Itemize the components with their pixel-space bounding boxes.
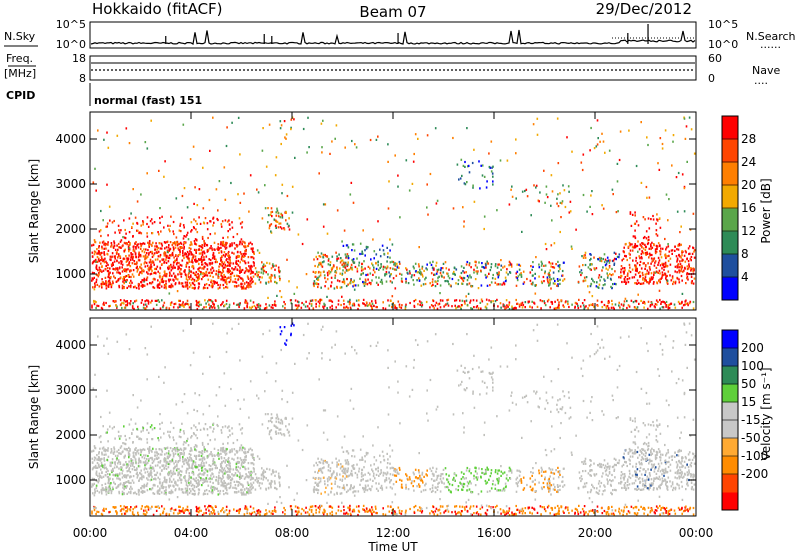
power-colorbar: 4 8 12 16 20 24 28 [721, 115, 756, 301]
time-tick-label: 04:00 [174, 526, 209, 540]
power-ytick-label: 1000 [55, 267, 86, 281]
velocity-ylabel: Slant Range [km] [27, 365, 41, 469]
colorbar-swatch [722, 330, 738, 349]
colorbar-tick-label: -100 [741, 449, 768, 463]
colorbar-swatch [722, 474, 738, 493]
time-tick-label: 16:00 [477, 526, 512, 540]
time-tick-label: 00:00 [73, 526, 108, 540]
freq-panel [89, 55, 697, 81]
colorbar-tick-label: 12 [741, 224, 756, 238]
time-tick-label: 08:00 [275, 526, 310, 540]
noise-sky-trace [90, 24, 696, 45]
station-title: Hokkaido (fitACF) [92, 0, 223, 18]
colorbar-swatch [722, 231, 738, 255]
colorbar-tick-label: -15 [741, 413, 761, 427]
nave-tick-top-right: 60 [708, 52, 722, 65]
colorbar-swatch [722, 456, 738, 475]
power-heatmap [91, 116, 696, 311]
colorbar-swatch [722, 420, 738, 439]
power-ytick-label: 3000 [55, 177, 86, 191]
colorbar-tick-label: -200 [741, 467, 768, 481]
colorbar-tick-label: 20 [741, 178, 756, 192]
colorbar-swatch [722, 116, 738, 140]
power-axes: 1000 2000 3000 4000 [55, 112, 697, 310]
power-ytick-label: 2000 [55, 222, 86, 236]
nave-tick-bottom-right: 0 [708, 72, 715, 85]
velocity-ytick-label: 2000 [55, 428, 86, 442]
nsearch-dots: ...... [760, 38, 781, 51]
colorbar-tick-label: 4 [741, 270, 749, 284]
noise-panel [89, 21, 697, 49]
colorbar-swatch [722, 492, 738, 511]
power-colorbar-label: Power [dB] [759, 178, 773, 243]
colorbar-tick-label: 50 [741, 377, 756, 391]
velocity-heatmap [91, 322, 696, 517]
colorbar-swatch [722, 384, 738, 403]
colorbar-swatch [722, 366, 738, 385]
power-ylabel: Slant Range [km] [27, 159, 41, 263]
cpid-value: normal (fast) 151 [94, 94, 202, 107]
time-tick-label: 20:00 [578, 526, 613, 540]
velocity-ytick-label: 4000 [55, 338, 86, 352]
mhz-label: [MHz] [4, 67, 36, 80]
time-axis-label: Time UT [367, 540, 418, 554]
colorbar-tick-label: 24 [741, 155, 756, 169]
time-axis: 00:00 04:00 08:00 12:00 16:00 20:00 00:00 [73, 526, 714, 540]
nsky-label: N.Sky [4, 30, 36, 43]
noise-tick-bottom-left: 10^0 [56, 38, 86, 51]
cpid-label: CPID [6, 89, 35, 102]
freq-label: Freq. [6, 52, 33, 65]
velocity-axes: 1000 2000 3000 4000 [55, 318, 697, 516]
colorbar-swatch [722, 139, 738, 163]
time-tick-label: 12:00 [376, 526, 411, 540]
colorbar-swatch [722, 348, 738, 367]
velocity-colorbar: 200 100 50 15 -15 -50 -100 -200 [721, 329, 768, 511]
colorbar-tick-label: 28 [741, 132, 756, 146]
noise-tick-bottom-right: 10^0 [708, 38, 738, 51]
colorbar-tick-label: -50 [741, 431, 761, 445]
nave-label: Nave [752, 64, 780, 77]
velocity-colorbar-label: Velocity [m s⁻¹] [759, 367, 773, 460]
noise-tick-top-left: 10^5 [56, 18, 86, 31]
time-tick-label: 00:00 [679, 526, 714, 540]
freq-tick-top-left: 18 [72, 52, 86, 65]
colorbar-tick-label: 8 [741, 247, 749, 261]
velocity-ytick-label: 3000 [55, 383, 86, 397]
nsearch-label: N.Search [746, 30, 796, 43]
freq-tick-bottom-left: 8 [79, 72, 86, 85]
colorbar-swatch [722, 185, 738, 209]
velocity-ytick-label: 1000 [55, 473, 86, 487]
colorbar-tick-label: 15 [741, 395, 756, 409]
colorbar-swatch [722, 162, 738, 186]
colorbar-tick-label: 16 [741, 201, 756, 215]
power-ytick-label: 4000 [55, 132, 86, 146]
colorbar-swatch [722, 438, 738, 457]
beam-title: Beam 07 [359, 3, 426, 21]
colorbar-swatch [722, 254, 738, 278]
nave-dots: .... [754, 74, 768, 87]
date-title: 29/Dec/2012 [596, 0, 692, 18]
colorbar-swatch [722, 277, 738, 301]
colorbar-swatch [722, 208, 738, 232]
colorbar-swatch [722, 402, 738, 421]
colorbar-tick-label: 100 [741, 359, 764, 373]
colorbar-tick-label: 200 [741, 341, 764, 355]
noise-tick-top-right: 10^5 [708, 18, 738, 31]
